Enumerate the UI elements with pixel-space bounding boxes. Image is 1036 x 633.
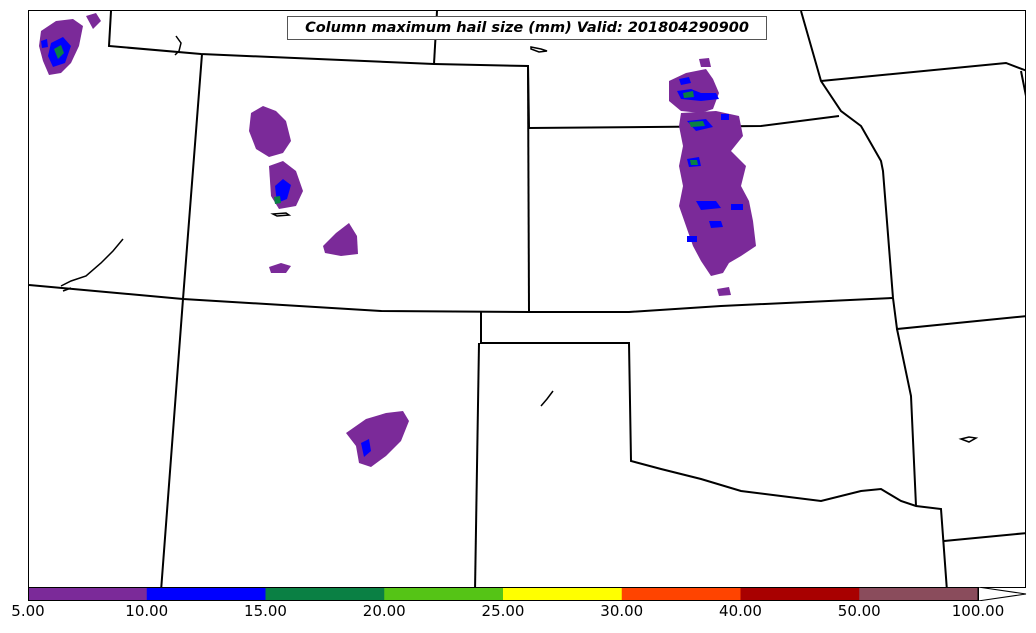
map-title: Column maximum hail size (mm) Valid: 201… bbox=[287, 16, 767, 40]
colorbar-segment bbox=[859, 587, 979, 601]
hail-area-blue bbox=[696, 201, 721, 210]
boundary-line bbox=[1020, 70, 1025, 97]
lake-outline bbox=[540, 390, 554, 407]
boundary-line bbox=[474, 342, 480, 587]
hail-area-purple bbox=[249, 106, 291, 157]
lake-outlines bbox=[60, 35, 979, 443]
colorbar-tick-labels: 5.00 10.00 15.00 20.00 25.00 30.00 40.00 50.00 1… bbox=[0, 602, 1036, 626]
hail-area-purple bbox=[269, 263, 291, 273]
hail-area-blue bbox=[731, 204, 743, 210]
boundary-line bbox=[527, 65, 530, 313]
hail-area-purple bbox=[679, 111, 756, 276]
lake-outline bbox=[174, 35, 182, 56]
lake-outline bbox=[958, 436, 979, 443]
hail-area-green bbox=[690, 160, 698, 165]
hail-area-blue bbox=[721, 114, 729, 120]
boundary-line bbox=[29, 284, 894, 313]
hail-area-blue bbox=[709, 221, 723, 228]
boundary-line bbox=[820, 61, 1025, 82]
colorbar-segments bbox=[28, 587, 979, 601]
hail-area-blue bbox=[41, 39, 48, 48]
map-canvas bbox=[29, 11, 1025, 587]
colorbar-tick-label: 100.00 bbox=[951, 602, 1005, 620]
map-panel bbox=[28, 10, 1026, 588]
hail-area-purple bbox=[717, 287, 731, 296]
colorbar-tick-label: 5.00 bbox=[11, 602, 45, 620]
colorbar-extend-arrow bbox=[977, 587, 1027, 601]
colorbar bbox=[28, 587, 1027, 601]
hail-area-blue bbox=[677, 89, 719, 101]
hail-area-purple bbox=[346, 411, 409, 467]
hail-area-green bbox=[683, 91, 694, 98]
lake-outline bbox=[60, 238, 124, 292]
colorbar-segment bbox=[28, 587, 148, 601]
boundary-line bbox=[800, 11, 1025, 331]
hail-area-green bbox=[274, 196, 281, 204]
colorbar-tick-label: 15.00 bbox=[244, 602, 287, 620]
colorbar-tick-label: 50.00 bbox=[837, 602, 881, 620]
boundary-line bbox=[480, 312, 948, 587]
colorbar-tick-label: 20.00 bbox=[362, 602, 406, 620]
colorbar-segment bbox=[740, 587, 860, 601]
boundary-line bbox=[896, 328, 917, 507]
colorbar-segment bbox=[384, 587, 504, 601]
hail-area-blue bbox=[361, 439, 371, 457]
lake-outline bbox=[530, 46, 548, 53]
colorbar-tick-label: 30.00 bbox=[600, 602, 644, 620]
hail-area-green bbox=[54, 45, 64, 59]
colorbar-tick-label: 25.00 bbox=[481, 602, 525, 620]
hail-area-purple bbox=[323, 223, 358, 256]
hail-area-purple bbox=[86, 13, 101, 29]
lake-outline bbox=[270, 212, 292, 217]
hail-area-blue bbox=[687, 236, 697, 242]
colorbar-tick-label: 10.00 bbox=[125, 602, 169, 620]
colorbar-segment bbox=[265, 587, 385, 601]
hail-contours bbox=[39, 13, 756, 467]
colorbar-tick-label: 40.00 bbox=[719, 602, 762, 620]
state-boundaries bbox=[29, 11, 1025, 587]
colorbar-segment bbox=[146, 587, 266, 601]
colorbar-segment bbox=[621, 587, 741, 601]
colorbar-outline bbox=[28, 587, 979, 601]
hail-area-purple bbox=[699, 58, 711, 67]
colorbar-segment bbox=[503, 587, 623, 601]
boundary-line bbox=[160, 53, 203, 587]
hail-area-green bbox=[689, 121, 705, 127]
hail-area-blue bbox=[679, 77, 691, 85]
boundary-line bbox=[943, 532, 1025, 542]
